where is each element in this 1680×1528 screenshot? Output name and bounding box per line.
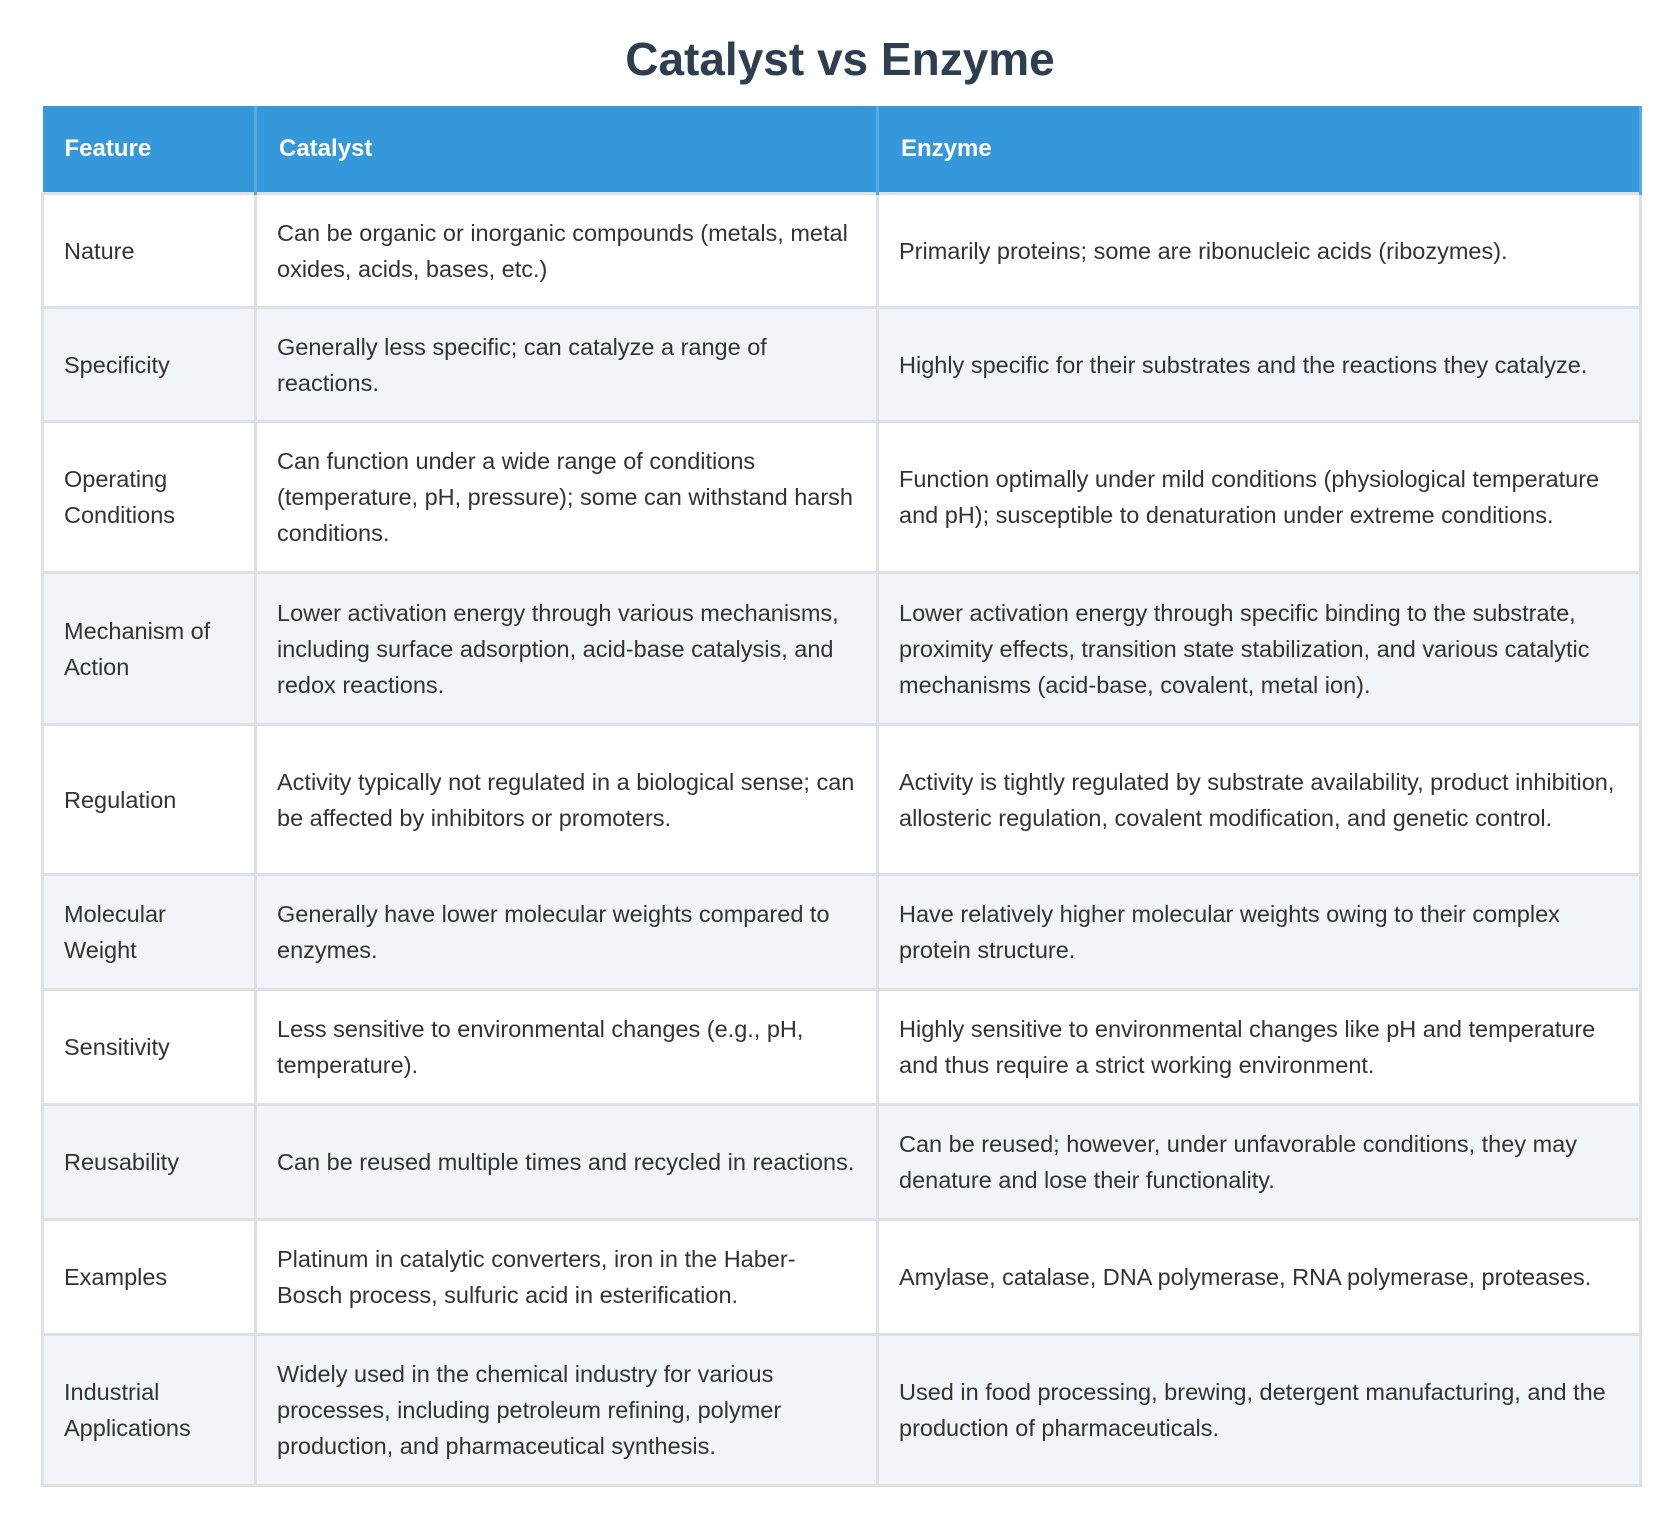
table-cell: Highly sensitive to environmental change…	[876, 988, 1642, 1106]
table-cell: Can function under a wide range of condi…	[254, 420, 879, 574]
feature-cell: Sensitivity	[41, 988, 257, 1106]
header-row: Feature Catalyst Enzyme	[42, 106, 1642, 194]
table-cell: Lower activation energy through various …	[254, 571, 879, 726]
feature-cell: Regulation	[41, 723, 257, 876]
feature-cell: Operating Conditions	[41, 420, 257, 574]
table-row: Regulation Activity typically not regulat…	[41, 723, 1642, 876]
table-cell: Highly specific for their substrates and…	[876, 306, 1642, 423]
column-header: Catalyst	[255, 106, 879, 194]
table-cell: Can be reused; however, under unfavorabl…	[876, 1103, 1642, 1221]
table-row: Reusability Can be reused multiple times …	[41, 1103, 1642, 1221]
feature-cell: Industrial Applications	[41, 1333, 257, 1487]
table-cell: Lower activation energy through specific…	[876, 571, 1642, 726]
feature-cell: Examples	[41, 1218, 257, 1336]
table-cell: Primarily proteins; some are ribonucleic…	[876, 192, 1642, 309]
feature-cell: Nature	[41, 192, 257, 309]
table-cell: Generally have lower molecular weights c…	[254, 873, 879, 991]
comparison-table: Feature Catalyst Enzyme Nature Can be organ…	[41, 106, 1642, 1487]
table-row: Operating Conditions Can function under a…	[41, 420, 1642, 574]
table-cell: Platinum in catalytic converters, iron i…	[254, 1218, 879, 1336]
table-row: Sensitivity Less sensitive to environment…	[41, 988, 1642, 1106]
table-row: Mechanism of Action Lower activation ener…	[41, 571, 1642, 726]
table-cell: Activity typically not regulated in a bi…	[254, 723, 879, 876]
table-row: Examples Platinum in catalytic converters…	[41, 1218, 1642, 1336]
table-row: Molecular Weight Generally have lower mol…	[41, 873, 1642, 991]
table-cell: Function optimally under mild conditions…	[876, 420, 1642, 574]
feature-cell: Specificity	[41, 306, 257, 423]
table-cell: Less sensitive to environmental changes …	[254, 988, 879, 1106]
feature-cell: Molecular Weight	[41, 873, 257, 991]
table-cell: Have relatively higher molecular weights…	[876, 873, 1642, 991]
feature-cell: Reusability	[41, 1103, 257, 1221]
table-cell: Can be reused multiple times and recycle…	[254, 1103, 879, 1221]
table-row: Specificity Generally less specific; can …	[41, 306, 1642, 423]
table-cell: Widely used in the chemical industry for…	[254, 1333, 879, 1487]
column-header: Feature	[42, 106, 257, 194]
table-cell: Used in food processing, brewing, deterg…	[876, 1333, 1642, 1487]
table-cell: Can be organic or inorganic compounds (m…	[254, 192, 879, 309]
table-row: Nature Can be organic or inorganic compou…	[41, 192, 1642, 309]
column-header: Enzyme	[877, 106, 1642, 194]
page-title: Catalyst vs Enzyme	[625, 33, 1055, 85]
table-cell: Activity is tightly regulated by substra…	[876, 723, 1642, 876]
table-cell: Generally less specific; can catalyze a …	[254, 306, 879, 423]
table-cell: Amylase, catalase, DNA polymerase, RNA p…	[876, 1218, 1642, 1336]
table-row: Industrial Applications Widely used in th…	[41, 1333, 1642, 1487]
feature-cell: Mechanism of Action	[41, 571, 257, 726]
